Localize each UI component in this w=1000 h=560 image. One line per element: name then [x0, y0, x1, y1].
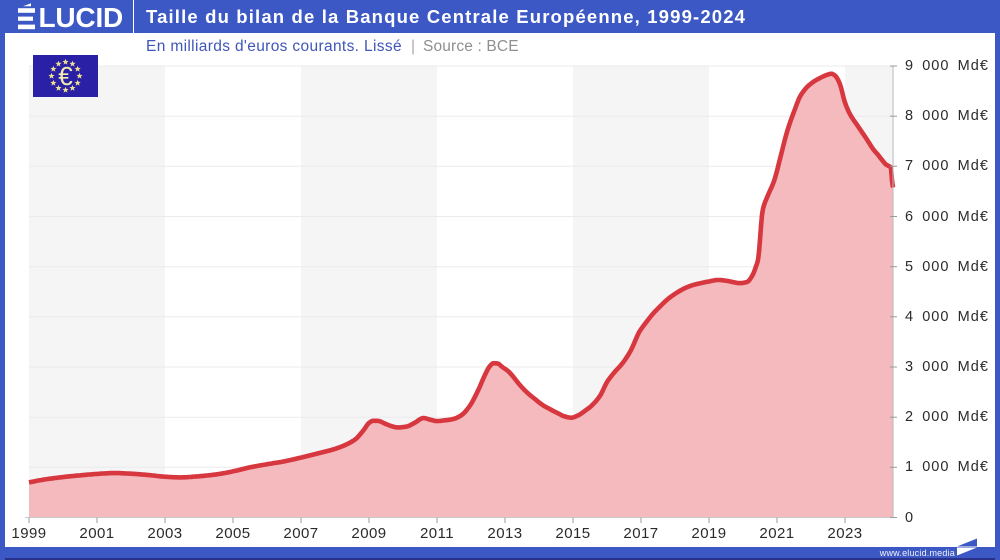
svg-text:€: €: [58, 61, 73, 91]
